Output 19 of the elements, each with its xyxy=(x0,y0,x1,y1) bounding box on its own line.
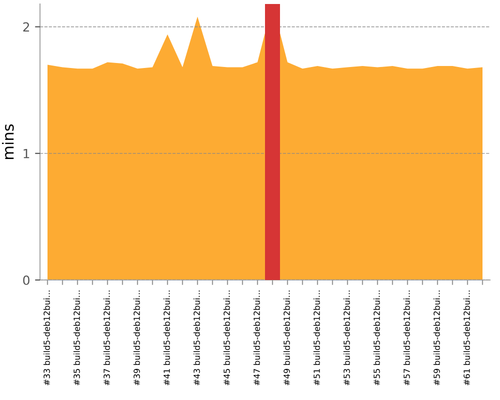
x-tick-label: #47 build5-deb12bui... xyxy=(253,290,260,386)
y-tick-label: 2 xyxy=(23,22,30,32)
x-tick-label: #43 build5-deb12bui... xyxy=(193,290,200,386)
x-tick-label: #53 build5-deb12bui... xyxy=(343,290,350,386)
x-tick-label: #45 build5-deb12bui... xyxy=(223,290,230,386)
x-tick-label: #33 build5-deb12bui... xyxy=(43,290,50,386)
x-tick-label: #55 build5-deb12bui... xyxy=(373,290,380,386)
x-tick-label: #59 build5-deb12bui... xyxy=(433,290,440,386)
x-tick-label: #37 build5-deb12bui... xyxy=(103,290,110,386)
y-axis-title: mins xyxy=(2,124,14,159)
x-tick-label: #51 build5-deb12bui... xyxy=(313,290,320,386)
x-tick-label: #41 build5-deb12bui... xyxy=(163,290,170,386)
x-tick-label: #49 build5-deb12bui... xyxy=(283,290,290,386)
y-tick-label: 0 xyxy=(23,275,30,285)
x-tick-label: #39 build5-deb12bui... xyxy=(133,290,140,386)
x-tick-label: #35 build5-deb12bui... xyxy=(73,290,80,386)
x-tick-label: #61 build5-deb12bui... xyxy=(463,290,470,386)
y-tick-label: 1 xyxy=(24,149,30,158)
x-tick-label: #57 build5-deb12bui... xyxy=(403,290,410,386)
